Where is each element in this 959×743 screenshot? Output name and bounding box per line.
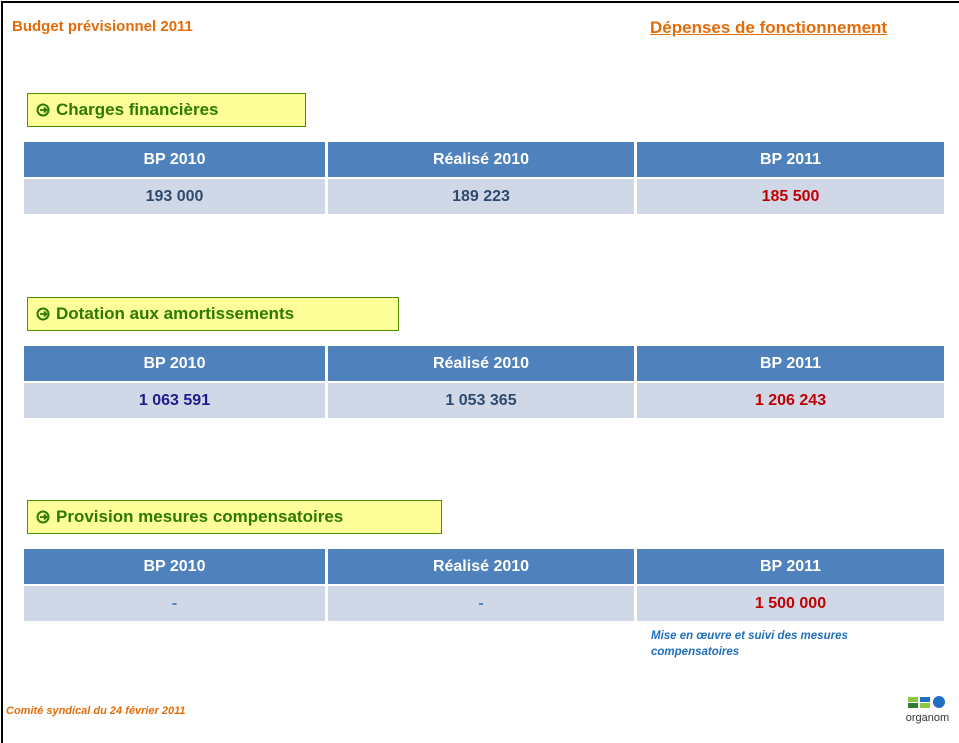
table-cell: 193 000	[24, 179, 325, 214]
table-cell: 185 500	[637, 179, 944, 214]
table-header: Réalisé 2010	[328, 142, 634, 177]
table-header: Réalisé 2010	[328, 549, 634, 584]
table-header: BP 2011	[637, 142, 944, 177]
table-header: BP 2010	[24, 142, 325, 177]
table-cell: -	[328, 586, 634, 621]
section-label: Charges financières	[27, 93, 306, 127]
table-header: BP 2010	[24, 549, 325, 584]
header-title: Budget prévisionnel 2011	[12, 18, 193, 35]
label-text: Dotation aux amortissements	[56, 304, 295, 323]
logo: organom	[900, 695, 955, 724]
section-label: Provision mesures compensatoires	[27, 500, 442, 534]
logo-text: organom	[905, 712, 950, 724]
arrow-icon	[36, 510, 50, 524]
arrow-icon	[36, 103, 50, 117]
note: Mise en œuvre et suivi des mesures compe…	[651, 630, 848, 658]
label-text: Provision mesures compensatoires	[56, 507, 344, 526]
table-header: Réalisé 2010	[328, 346, 634, 381]
table-cell: 1 500 000	[637, 586, 944, 621]
table-cell: 1 206 243	[637, 383, 944, 418]
arrow-icon	[36, 307, 50, 321]
table-header: BP 2010	[24, 346, 325, 381]
table-header: BP 2011	[637, 549, 944, 584]
header-section: Dépenses de fonctionnement	[650, 18, 888, 37]
label-text: Charges financières	[56, 100, 219, 119]
logo-icon	[907, 696, 945, 708]
section-label: Dotation aux amortissements	[27, 297, 399, 331]
footer: Comité syndical du 24 février 2011	[6, 705, 186, 717]
table-cell: 189 223	[328, 179, 634, 214]
table-header: BP 2011	[637, 346, 944, 381]
table-cell: 1 063 591	[24, 383, 325, 418]
table-cell: 1 053 365	[328, 383, 634, 418]
table-cell: -	[24, 586, 325, 621]
